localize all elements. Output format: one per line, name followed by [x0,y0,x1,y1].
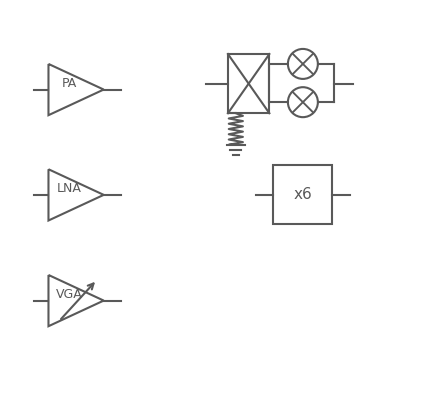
Text: VGA: VGA [56,288,83,301]
Text: PA: PA [62,77,77,90]
Circle shape [288,87,318,117]
Circle shape [288,49,318,79]
Bar [273,165,332,224]
Text: LNA: LNA [57,182,82,195]
Bar [228,54,269,113]
Text: x6: x6 [293,187,312,202]
